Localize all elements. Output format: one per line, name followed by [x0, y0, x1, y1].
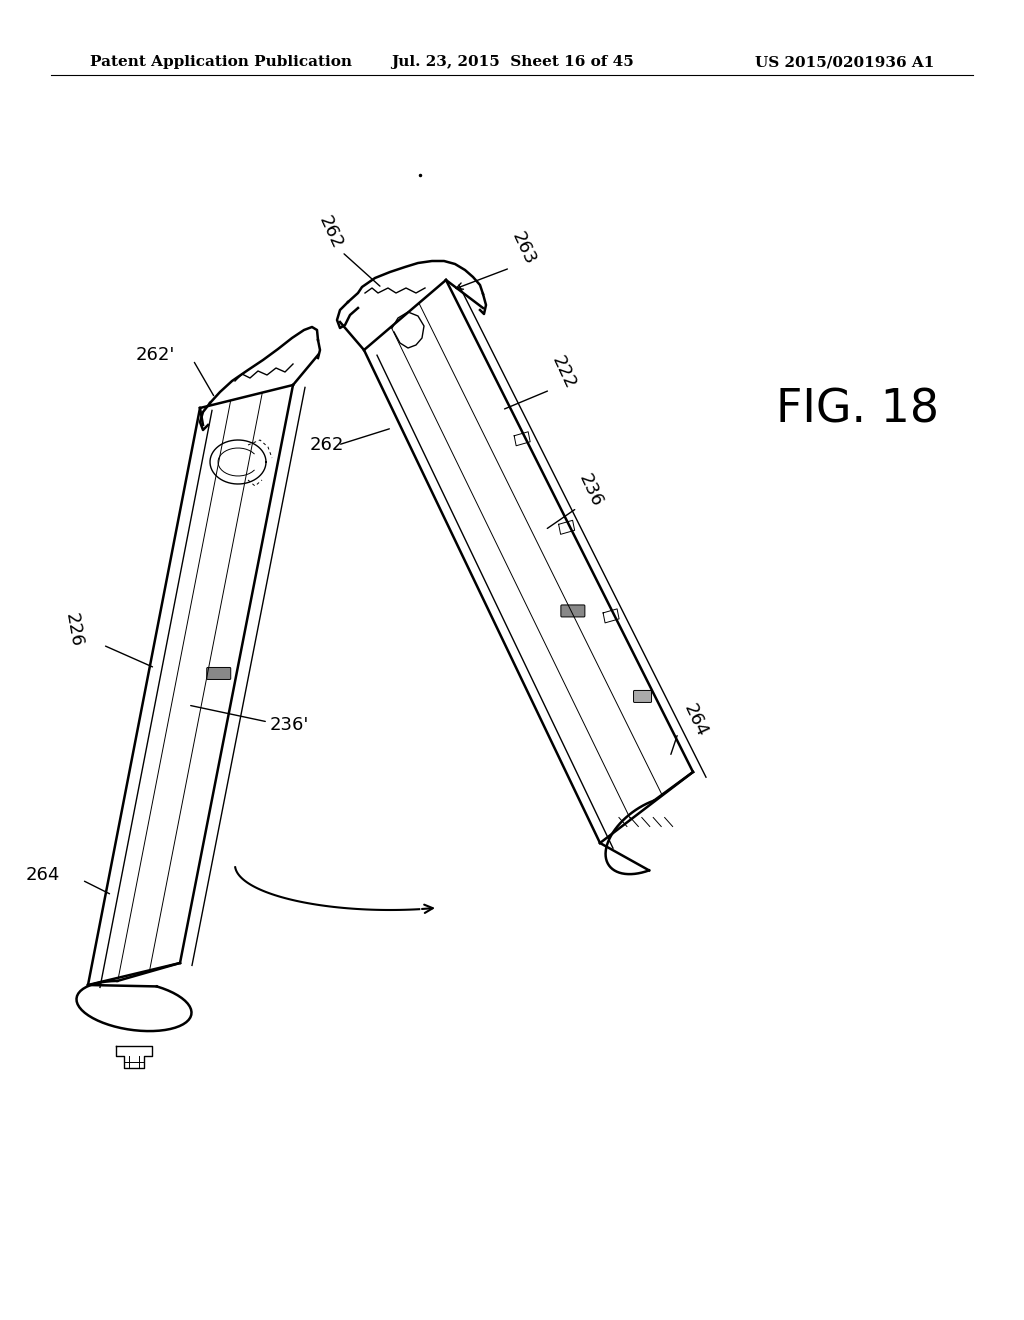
Text: 222: 222 — [548, 354, 579, 392]
FancyBboxPatch shape — [634, 690, 651, 702]
Text: 236': 236' — [270, 715, 309, 734]
Text: 264: 264 — [26, 866, 60, 884]
FancyBboxPatch shape — [561, 605, 585, 616]
Text: FIG. 18: FIG. 18 — [776, 388, 939, 433]
Text: 226: 226 — [61, 611, 85, 648]
Text: Jul. 23, 2015  Sheet 16 of 45: Jul. 23, 2015 Sheet 16 of 45 — [390, 55, 634, 69]
Text: US 2015/0201936 A1: US 2015/0201936 A1 — [755, 55, 934, 69]
Text: 262': 262' — [135, 346, 175, 364]
FancyBboxPatch shape — [207, 668, 230, 680]
Text: 264: 264 — [680, 701, 711, 739]
Text: 262: 262 — [315, 213, 346, 251]
Text: 262: 262 — [310, 436, 344, 454]
Text: 236: 236 — [575, 471, 606, 510]
Text: Patent Application Publication: Patent Application Publication — [90, 55, 352, 69]
Text: 263: 263 — [508, 228, 539, 268]
